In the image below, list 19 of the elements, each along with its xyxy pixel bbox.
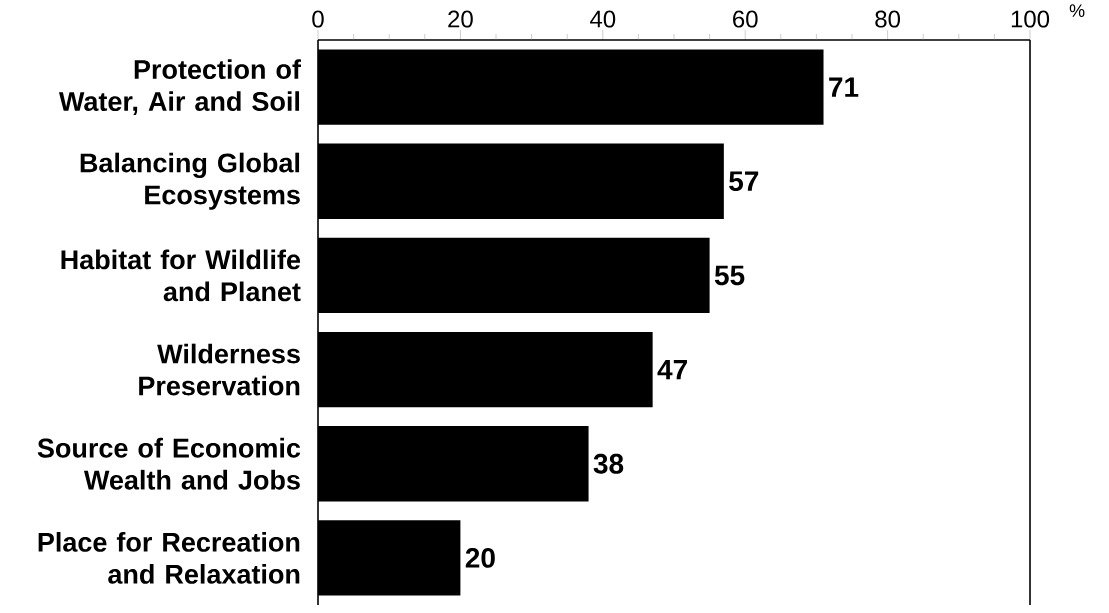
data-label: 38 [593,453,624,474]
y-tick-label: Wilderness Preservation [139,343,300,396]
data-label: 55 [714,265,745,286]
x-tick-label: 80 [875,10,901,28]
x-tick-label: 60 [733,10,758,28]
x-tick-label: 20 [448,10,473,28]
y-tick-label: Place for Recreation and Relaxation [38,532,300,584]
data-label: 57 [729,171,759,192]
x-tick-label: 40 [590,10,616,28]
y-tick-label: Balancing Global Ecosystems [80,152,300,210]
y-tick-label: Source of Economic Wealth and Jobs [37,437,301,490]
data-label: 71 [829,77,859,97]
x-tick-label: 0 [312,10,324,28]
y-tick-label: Protection of Water, Air and Soil [58,59,301,115]
y-tick-label: Habitat for Wildlife and Planet [61,249,301,302]
x-axis-title: % [1069,4,1085,17]
x-tick-label: 100 [1011,10,1050,28]
data-label: 20 [465,548,495,568]
data-label: 47 [657,359,687,380]
